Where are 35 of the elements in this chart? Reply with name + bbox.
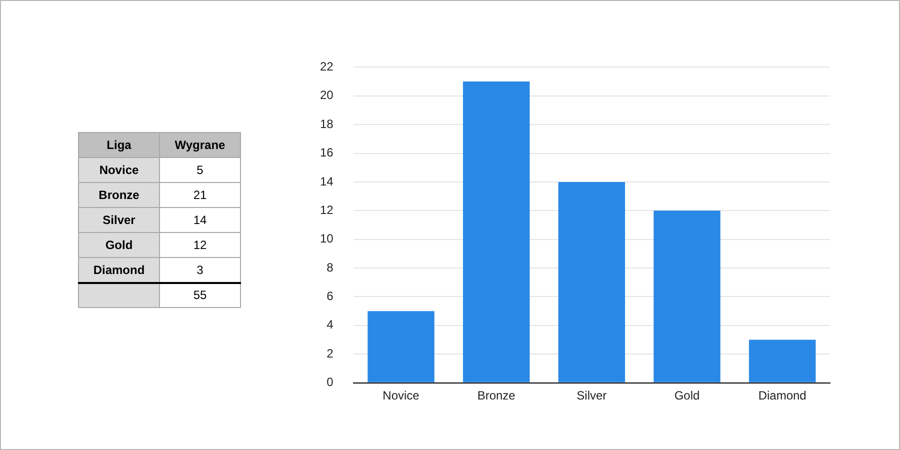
text: Novice — [78, 158, 160, 182]
bar — [368, 311, 434, 382]
y-tick-label: 6 — [326, 289, 334, 304]
y-tick-label: 16 — [320, 146, 334, 160]
text: Bronze — [78, 182, 160, 208]
bar — [558, 182, 626, 382]
text: Gold — [78, 232, 160, 258]
text: 5 — [160, 158, 240, 182]
x-tick-label: Bronze — [477, 388, 516, 402]
text: Diamond — [78, 258, 160, 282]
y-tick-label: 14 — [320, 174, 334, 188]
x-tick-label: Novice — [382, 388, 420, 402]
y-tick-label: 18 — [320, 116, 334, 131]
text: 12 — [160, 232, 240, 258]
y-tick-label: 12 — [320, 202, 334, 217]
text: 3 — [160, 258, 240, 282]
text: Wygrane — [160, 132, 240, 158]
y-tick-label: 10 — [320, 232, 334, 246]
y-tick-label: 4 — [326, 318, 334, 332]
y-tick-label: 8 — [326, 260, 334, 274]
y-tick-label: 2 — [326, 346, 334, 360]
x-tick-label: Silver — [576, 388, 607, 402]
x-tick-label: Diamond — [758, 388, 806, 402]
bar — [748, 340, 816, 382]
y-tick-label: 22 — [320, 60, 334, 74]
bar — [654, 210, 720, 382]
y-tick-label: 20 — [320, 88, 334, 102]
y-tick-label: 0 — [326, 375, 334, 390]
text: Liga — [78, 132, 160, 158]
text: 55 — [160, 282, 240, 308]
bar — [462, 82, 530, 382]
text: 14 — [160, 208, 240, 232]
text: Silver — [78, 208, 160, 232]
x-tick-label: Gold — [674, 388, 700, 402]
text: 21 — [160, 182, 240, 208]
